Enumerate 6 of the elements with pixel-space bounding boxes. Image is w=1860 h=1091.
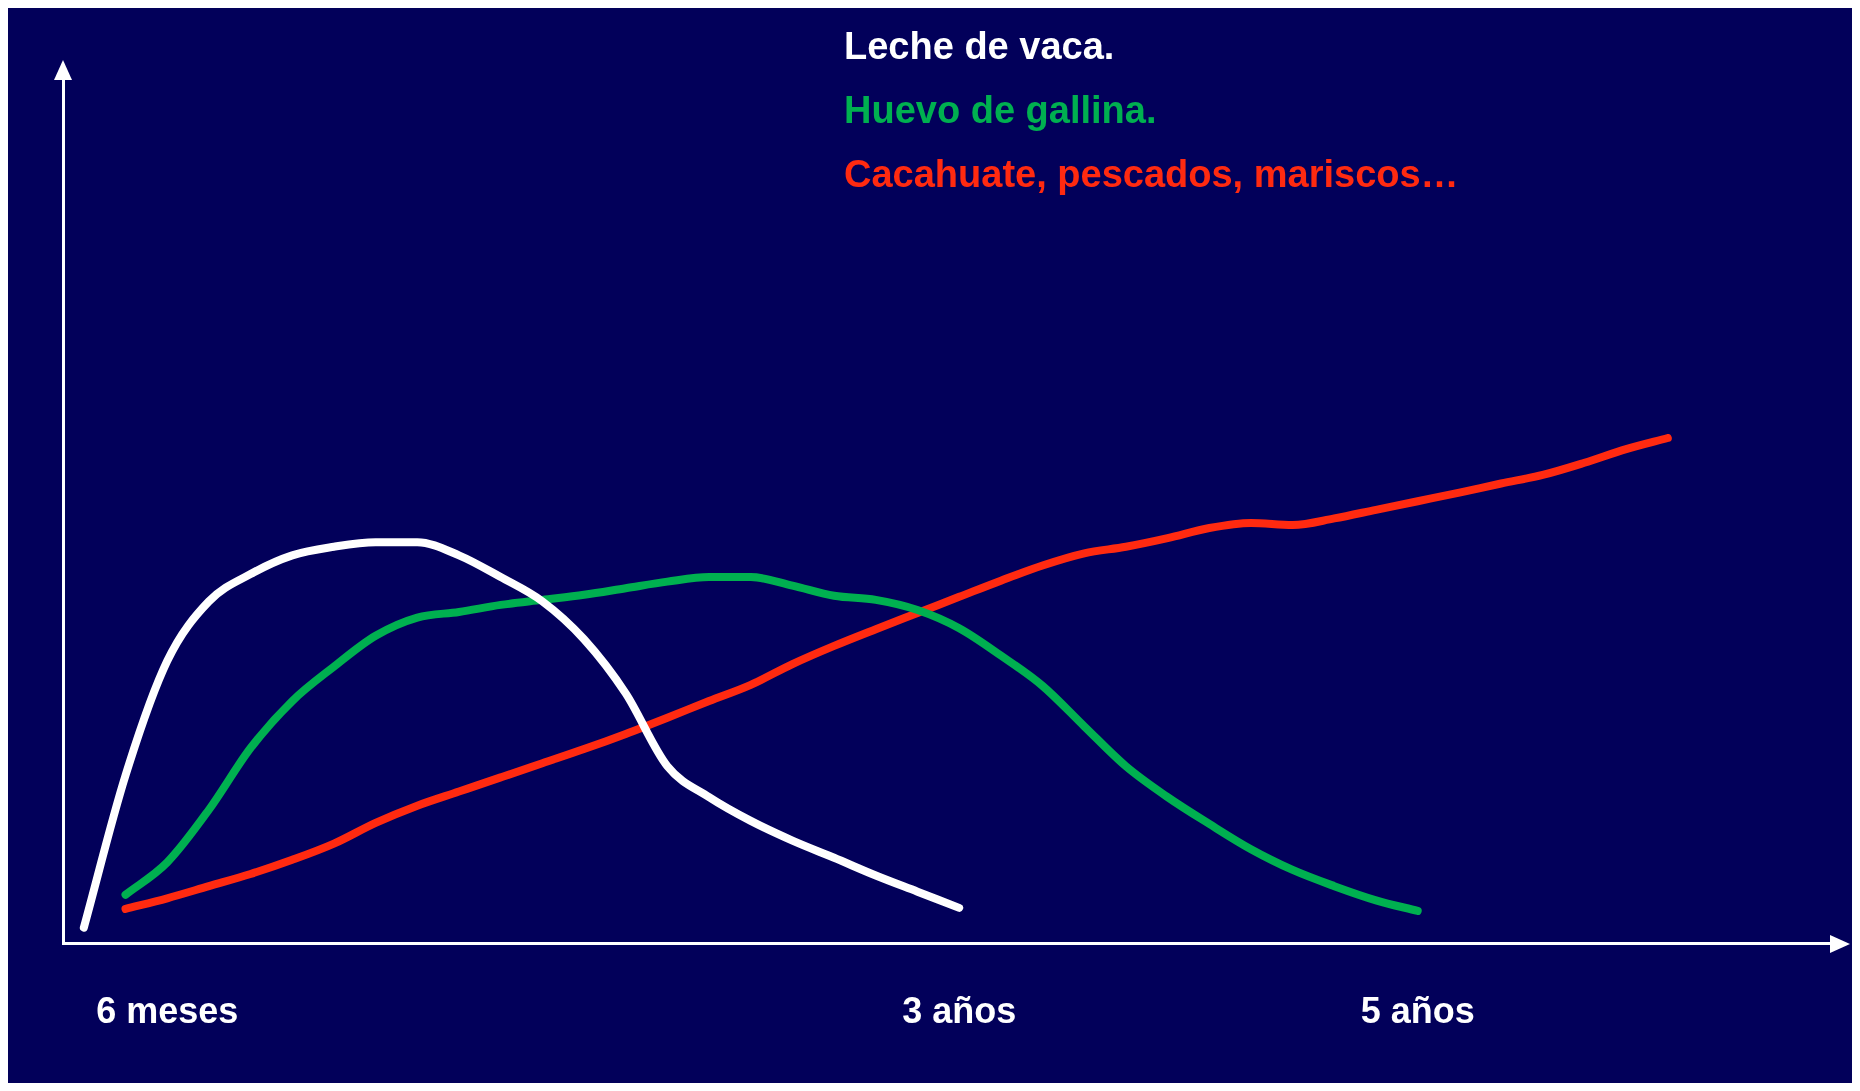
text: Leche de vaca. <box>844 24 1116 69</box>
text: Cacahuate, pescados, mariscos… <box>844 152 1459 197</box>
x-tick-label: 6 meses <box>96 990 239 1032</box>
x-tick-label: 5 años <box>1360 990 1475 1032</box>
text: Huevo de gallina. <box>844 88 1158 133</box>
x-tick-label: 3 años <box>902 990 1017 1032</box>
